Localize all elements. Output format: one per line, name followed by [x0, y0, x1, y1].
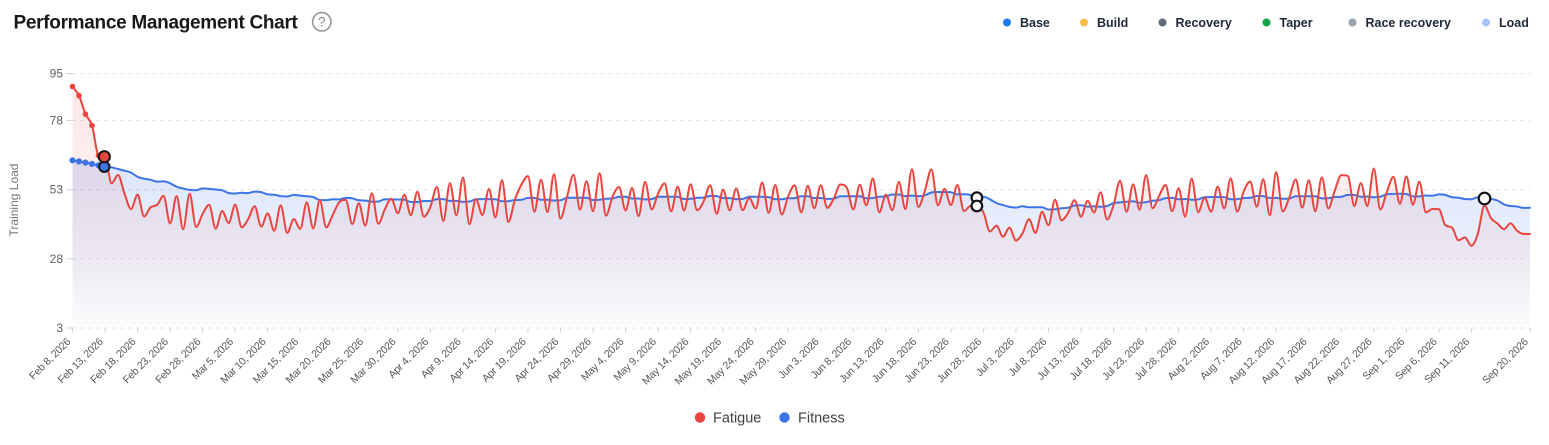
- svg-text:28: 28: [50, 252, 64, 266]
- svg-text:Build: Build: [1097, 16, 1128, 30]
- svg-text:Load: Load: [1499, 16, 1529, 30]
- svg-text:Race recovery: Race recovery: [1366, 16, 1452, 30]
- svg-text:95: 95: [50, 67, 64, 81]
- svg-text:53: 53: [50, 183, 64, 197]
- svg-text:Taper: Taper: [1280, 16, 1313, 30]
- svg-text:Fatigue: Fatigue: [713, 411, 761, 427]
- svg-text:Training Load: Training Load: [7, 164, 21, 237]
- svg-text:Recovery: Recovery: [1176, 16, 1232, 30]
- svg-text:Performance Management Chart: Performance Management Chart: [14, 13, 299, 34]
- svg-text:Fitness: Fitness: [798, 411, 845, 427]
- svg-text:?: ?: [318, 15, 326, 30]
- svg-text:3: 3: [56, 321, 63, 335]
- svg-text:Base: Base: [1020, 16, 1050, 30]
- svg-text:Sep 20, 2026: Sep 20, 2026: [1480, 336, 1531, 387]
- svg-text:78: 78: [50, 114, 64, 128]
